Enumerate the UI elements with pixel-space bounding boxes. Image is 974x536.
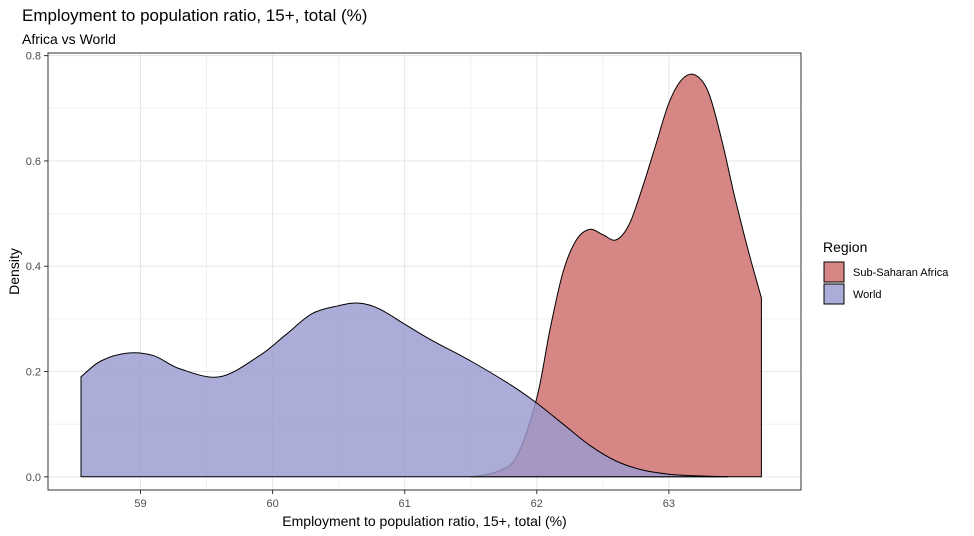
y-tick-label: 0.0: [26, 472, 41, 484]
y-axis-ticks: 0.0 0.2 0.4 0.6 0.8: [26, 51, 48, 484]
y-tick-label: 0.8: [26, 51, 41, 63]
x-tick-label: 60: [266, 498, 278, 510]
y-tick-label: 0.4: [26, 261, 41, 273]
legend-title: Region: [823, 239, 867, 255]
legend-label: Sub-Saharan Africa: [853, 267, 949, 279]
density-area-sub-saharan-africa: [470, 74, 762, 477]
x-tick-label: 63: [663, 498, 675, 510]
panel-border: [47, 52, 802, 491]
legend-label: World: [853, 289, 882, 301]
y-tick-label: 0.2: [26, 367, 41, 379]
legend: Region Sub-Saharan Africa World: [823, 239, 949, 305]
density-areas: [80, 73, 762, 478]
chart-title: Employment to population ratio, 15+, tot…: [22, 6, 368, 25]
x-tick-label: 62: [531, 498, 543, 510]
density-outline: [80, 302, 729, 478]
x-tick-label: 59: [134, 498, 146, 510]
x-axis-ticks: 59 60 61 62 63: [134, 490, 675, 510]
legend-swatch: [823, 283, 845, 305]
x-tick-label: 61: [399, 498, 411, 510]
chart-subtitle: Africa vs World: [22, 31, 116, 47]
density-area-world: [81, 303, 729, 477]
x-axis-title: Employment to population ratio, 15+, tot…: [282, 513, 566, 529]
legend-swatch: [823, 261, 845, 283]
y-axis-title: Density: [6, 248, 22, 295]
y-tick-label: 0.6: [26, 156, 41, 168]
density-outline: [470, 73, 762, 478]
